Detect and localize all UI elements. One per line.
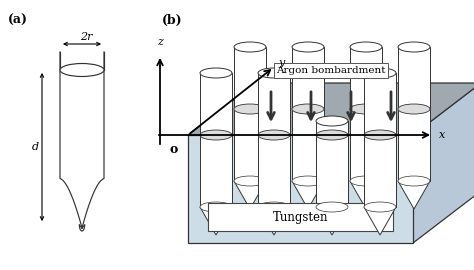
Ellipse shape	[364, 130, 396, 140]
Ellipse shape	[200, 68, 232, 78]
Polygon shape	[398, 109, 430, 181]
Polygon shape	[258, 135, 290, 207]
Polygon shape	[364, 207, 396, 235]
Polygon shape	[258, 73, 290, 135]
Ellipse shape	[316, 116, 348, 126]
Polygon shape	[188, 135, 413, 243]
Text: z: z	[157, 37, 163, 47]
Text: Argon bombardment: Argon bombardment	[276, 66, 386, 75]
Ellipse shape	[364, 68, 396, 78]
Ellipse shape	[350, 104, 382, 114]
Polygon shape	[398, 47, 430, 109]
Ellipse shape	[234, 42, 266, 52]
Polygon shape	[413, 83, 474, 243]
Polygon shape	[364, 135, 396, 207]
Text: o: o	[170, 143, 178, 156]
Text: x: x	[439, 130, 445, 140]
Text: Tungsten: Tungsten	[273, 211, 328, 224]
Polygon shape	[316, 207, 348, 235]
Polygon shape	[234, 181, 266, 209]
Ellipse shape	[292, 176, 324, 186]
Text: d: d	[31, 142, 38, 152]
Ellipse shape	[350, 176, 382, 186]
Ellipse shape	[200, 130, 232, 140]
Polygon shape	[316, 135, 348, 207]
Ellipse shape	[398, 104, 430, 114]
Polygon shape	[200, 73, 232, 135]
Ellipse shape	[258, 130, 290, 140]
Polygon shape	[200, 135, 232, 207]
Ellipse shape	[258, 68, 290, 78]
Ellipse shape	[316, 130, 348, 140]
Polygon shape	[258, 207, 290, 235]
Ellipse shape	[398, 176, 430, 186]
Ellipse shape	[200, 202, 232, 212]
Text: 2r: 2r	[80, 32, 92, 42]
Ellipse shape	[234, 104, 266, 114]
Polygon shape	[364, 73, 396, 135]
Ellipse shape	[292, 42, 324, 52]
Polygon shape	[234, 109, 266, 181]
Ellipse shape	[316, 202, 348, 212]
Polygon shape	[200, 207, 232, 235]
Polygon shape	[188, 83, 474, 135]
Polygon shape	[316, 121, 348, 135]
Polygon shape	[208, 203, 393, 231]
Polygon shape	[350, 109, 382, 181]
Polygon shape	[292, 109, 324, 181]
Ellipse shape	[364, 202, 396, 212]
Text: (a): (a)	[8, 14, 28, 27]
Ellipse shape	[350, 42, 382, 52]
Polygon shape	[234, 47, 266, 109]
Polygon shape	[350, 181, 382, 209]
Ellipse shape	[258, 202, 290, 212]
Ellipse shape	[60, 63, 104, 76]
Polygon shape	[292, 47, 324, 109]
Ellipse shape	[234, 176, 266, 186]
Polygon shape	[398, 181, 430, 209]
Ellipse shape	[398, 42, 430, 52]
Polygon shape	[350, 47, 382, 109]
Polygon shape	[292, 181, 324, 209]
Text: y: y	[278, 58, 284, 68]
Text: (b): (b)	[162, 14, 182, 27]
Ellipse shape	[292, 104, 324, 114]
